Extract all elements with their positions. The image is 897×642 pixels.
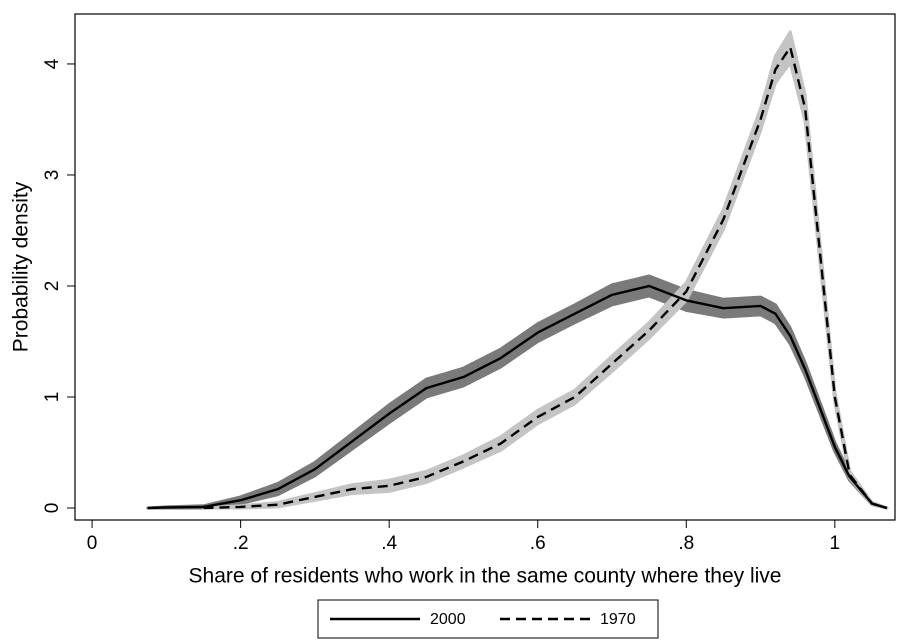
legend-label: 2000 — [430, 611, 466, 628]
x-tick-label: .2 — [233, 533, 249, 554]
x-tick-label: 0 — [87, 533, 98, 554]
y-tick-label: 0 — [42, 503, 63, 514]
x-tick-label: .4 — [381, 533, 397, 554]
plot-frame — [74, 13, 896, 521]
y-tick-label: 3 — [42, 170, 63, 181]
confidence-band — [146, 274, 889, 510]
y-axis-label: Probability density — [10, 181, 33, 352]
x-tick-label: .6 — [530, 533, 546, 554]
density-line — [203, 46, 888, 510]
x-tick-label: .8 — [678, 533, 694, 554]
y-tick-label: 2 — [42, 281, 63, 292]
confidence-band — [201, 30, 889, 510]
y-tick-label: 1 — [42, 392, 63, 403]
x-tick-label: 1 — [830, 533, 841, 554]
legend-label: 1970 — [600, 611, 636, 628]
y-tick-label: 4 — [42, 58, 63, 69]
density-line — [147, 284, 888, 510]
x-axis-label: Share of residents who work in the same … — [189, 565, 782, 588]
